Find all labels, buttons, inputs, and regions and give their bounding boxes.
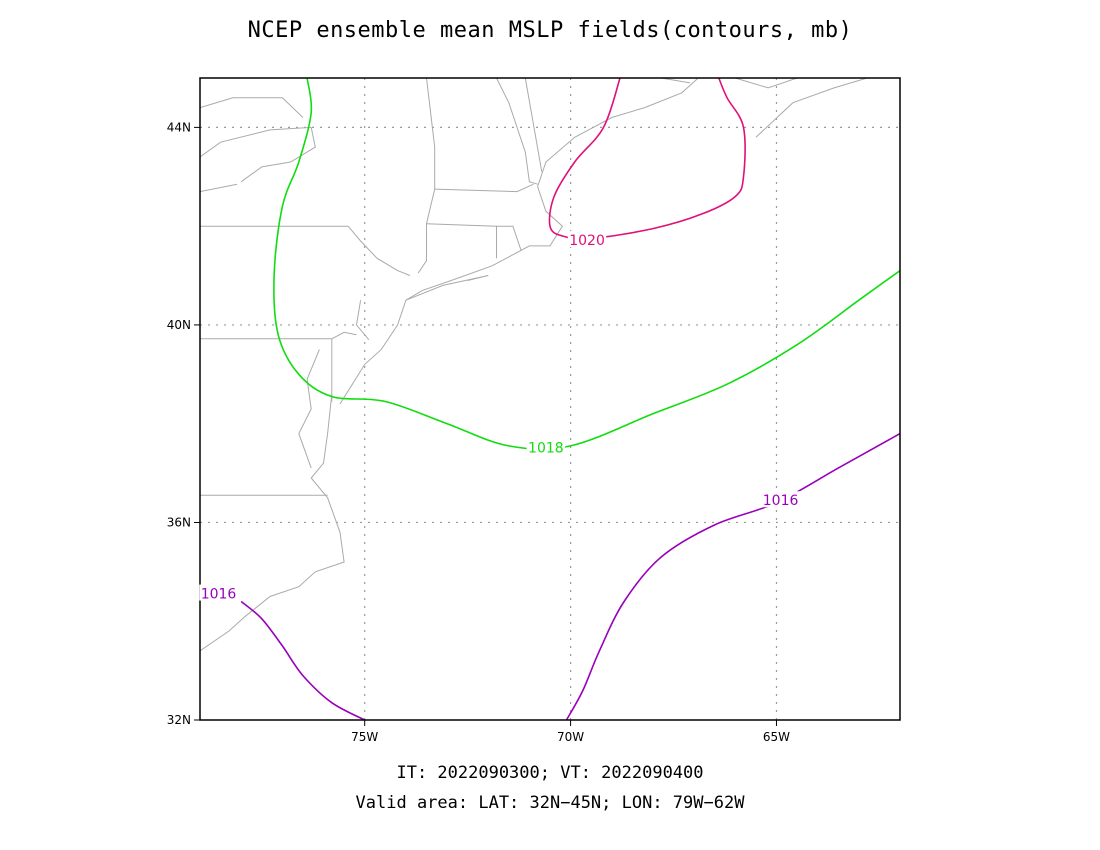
time-info: IT: 2022090300; VT: 2022090400 xyxy=(396,763,704,783)
plot-frame xyxy=(199,77,901,721)
state-border xyxy=(524,78,543,172)
isobar-1018 xyxy=(273,78,900,451)
contour-label-1020: 1020 xyxy=(569,233,605,249)
chart-title: NCEP ensemble mean MSLP fields(contours,… xyxy=(247,18,853,43)
y-tick-label: 36N xyxy=(167,515,191,529)
state-border xyxy=(426,223,497,259)
state-border xyxy=(496,78,538,185)
isobar-1020 xyxy=(548,78,746,240)
state-border xyxy=(417,78,436,274)
coastline xyxy=(755,78,868,138)
gridlines xyxy=(200,78,900,720)
coastline xyxy=(339,78,699,405)
axis-ticks: 32N 36N 40N 44N 75W 70W 65W xyxy=(167,120,790,744)
geography xyxy=(200,78,868,652)
coastline xyxy=(405,275,489,301)
x-tick-label: 70W xyxy=(557,730,584,744)
contour-label-bg xyxy=(526,438,566,455)
state-border xyxy=(496,225,522,251)
state-border xyxy=(331,331,357,340)
isobar-1016 xyxy=(240,600,366,720)
coastline xyxy=(355,300,370,341)
contour-label-bg xyxy=(567,230,607,247)
y-tick-label: 44N xyxy=(167,120,191,134)
contour-label-1016: 1016 xyxy=(201,587,237,603)
y-tick-label: 40N xyxy=(167,318,191,332)
state-border xyxy=(200,183,238,193)
x-tick-label: 65W xyxy=(763,730,790,744)
contour-label-1018: 1018 xyxy=(528,440,564,456)
isobar-1016 xyxy=(565,432,900,720)
coastline xyxy=(200,394,345,652)
x-tick-label: 75W xyxy=(351,730,378,744)
contour-labels: 1020 1018 1016 1016 xyxy=(199,230,800,603)
contour-label-1016: 1016 xyxy=(763,493,799,509)
coastline xyxy=(735,78,798,89)
contour-label-bg xyxy=(199,584,238,601)
state-border xyxy=(200,97,304,118)
state-border xyxy=(200,225,411,276)
area-info: Valid area: LAT: 32N−45N; LON: 79W−62W xyxy=(355,793,745,813)
contours xyxy=(240,78,900,720)
coastline xyxy=(298,349,320,469)
y-tick-label: 32N xyxy=(167,713,191,727)
contour-label-bg xyxy=(761,491,800,508)
state-border xyxy=(434,183,534,193)
state-border xyxy=(200,126,316,183)
state-border xyxy=(661,78,691,84)
